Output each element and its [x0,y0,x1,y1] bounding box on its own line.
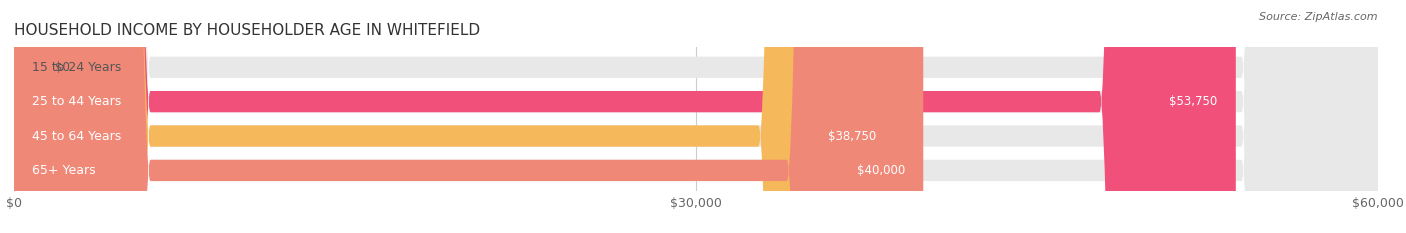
FancyBboxPatch shape [14,0,924,233]
FancyBboxPatch shape [14,0,1378,233]
Text: $53,750: $53,750 [1170,95,1218,108]
Text: 15 to 24 Years: 15 to 24 Years [32,61,121,74]
FancyBboxPatch shape [14,0,1378,233]
Text: Source: ZipAtlas.com: Source: ZipAtlas.com [1260,12,1378,22]
Text: 25 to 44 Years: 25 to 44 Years [32,95,121,108]
FancyBboxPatch shape [14,0,1378,233]
Text: $38,750: $38,750 [828,130,877,143]
Text: $0: $0 [55,61,70,74]
Text: 65+ Years: 65+ Years [32,164,96,177]
Text: 45 to 64 Years: 45 to 64 Years [32,130,121,143]
Text: $40,000: $40,000 [856,164,905,177]
FancyBboxPatch shape [14,0,1236,233]
Text: HOUSEHOLD INCOME BY HOUSEHOLDER AGE IN WHITEFIELD: HOUSEHOLD INCOME BY HOUSEHOLDER AGE IN W… [14,24,481,38]
FancyBboxPatch shape [14,0,894,233]
FancyBboxPatch shape [14,0,1378,233]
